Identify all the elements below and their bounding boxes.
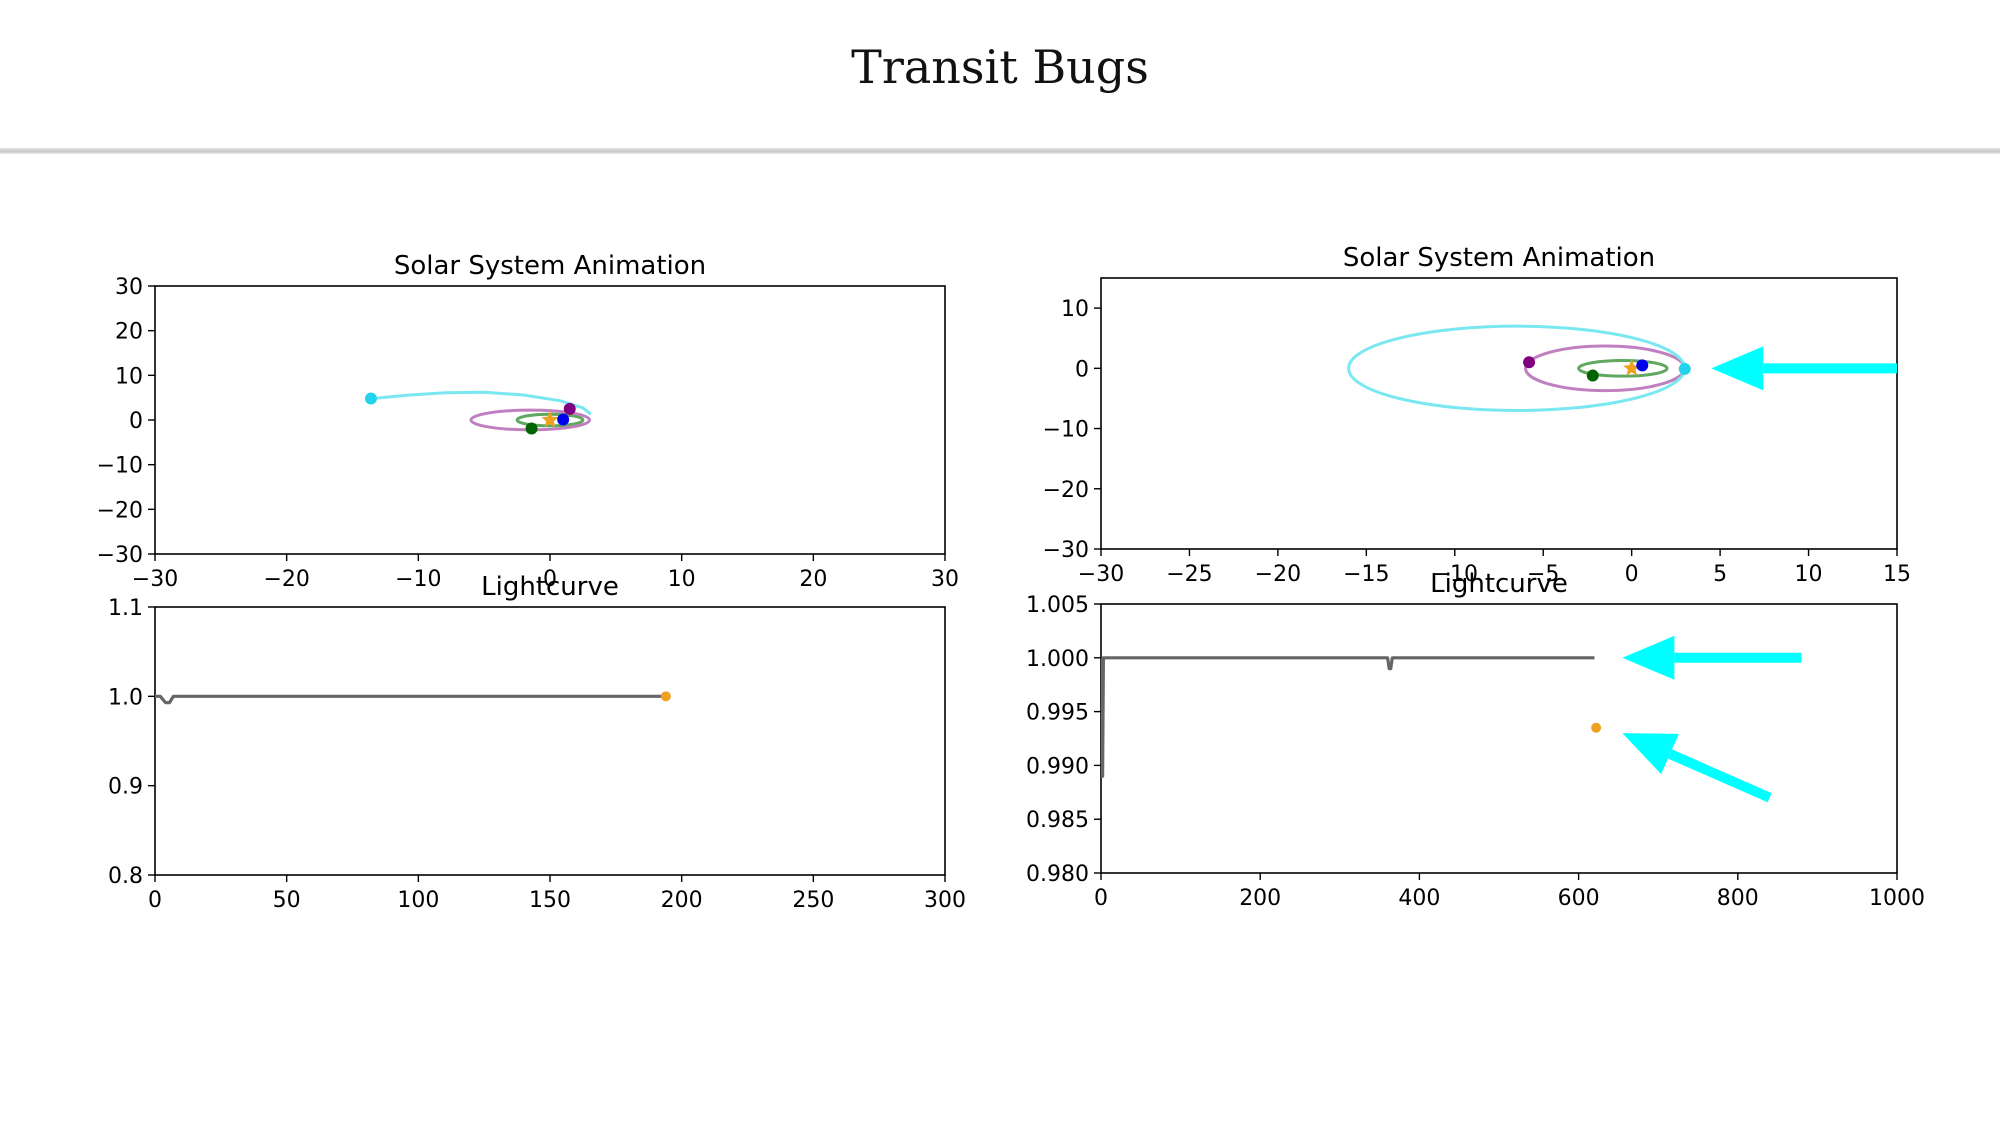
x-tick-label: 10 (668, 567, 696, 592)
chart-panel-1: Solar System Animation −30 −20 −10 0 10 20 30 −3… (97, 251, 959, 592)
y-tick-label: 0 (1075, 357, 1089, 382)
planet-purple-marker (563, 402, 576, 415)
y-tick-label: 10 (115, 364, 143, 389)
x-tick-label: 10 (1795, 562, 1823, 587)
x-tick-label: −20 (1255, 562, 1301, 587)
x-tick-label: 0 (543, 567, 557, 592)
plot-area (1101, 656, 1595, 778)
x-tick-label: 100 (397, 888, 439, 913)
x-tick-label: 250 (792, 888, 834, 913)
x-tick-label: 200 (1239, 886, 1281, 911)
x-tick-label: −15 (1343, 562, 1389, 587)
x-tick-label: −30 (1078, 562, 1124, 587)
y-tick-label: −30 (1043, 538, 1089, 563)
axes-frame (1100, 603, 1898, 874)
star-marker (1623, 359, 1641, 376)
x-tick-label: 300 (924, 888, 966, 913)
annotation-arrow-head (1711, 346, 1764, 391)
x-tick-label: 5 (1713, 562, 1727, 587)
current-point-marker (660, 691, 671, 702)
chart-title: Lightcurve (481, 572, 619, 602)
x-tick-label: 50 (273, 888, 301, 913)
y-tick-label: 10 (1061, 297, 1089, 322)
y-tick-label: 1.000 (1026, 647, 1089, 672)
x-tick-label: 0 (148, 888, 162, 913)
chart-title: Solar System Animation (394, 251, 706, 281)
y-tick-label: 0 (129, 409, 143, 434)
planet-green-marker (525, 422, 538, 435)
y-tick-label: 1.005 (1026, 593, 1089, 618)
x-tick-label: −25 (1166, 562, 1212, 587)
x-tick-label: −30 (132, 567, 178, 592)
x-tick-label: 0 (1094, 886, 1108, 911)
chart-panel-3: Solar System Animation −30 −25 −20 −15 −10 −5 0… (1043, 243, 1911, 587)
y-tick-label: −20 (1043, 478, 1089, 503)
x-tick-label: −20 (263, 567, 309, 592)
chart-title: Lightcurve (1430, 569, 1568, 599)
orbit-path (1577, 359, 1669, 378)
y-tick-label: 0.8 (108, 864, 143, 889)
x-tick-label: −5 (1527, 562, 1559, 587)
plot-area (364, 390, 592, 435)
plot-area (155, 694, 666, 705)
x-tick-label: −10 (1432, 562, 1478, 587)
chart-panel-4: Lightcurve 0 200 400 600 800 1000 0.980 0.985 0.9… (1026, 569, 1925, 911)
y-tick-label: 0.985 (1026, 808, 1089, 833)
x-tick-label: 150 (529, 888, 571, 913)
page-title: Transit Bugs (851, 40, 1149, 94)
x-tick-label: 15 (1883, 562, 1911, 587)
annotation-arrow-head (1622, 635, 1675, 680)
plot-area (1347, 324, 1691, 412)
orbit-path (1524, 344, 1687, 393)
x-tick-label: 600 (1558, 886, 1600, 911)
planet-cyan-marker (364, 392, 377, 405)
planet-blue-marker (1636, 359, 1649, 372)
planet-green-marker (1586, 369, 1599, 382)
star-marker (541, 411, 559, 428)
lightcurve-line (1101, 656, 1595, 778)
x-tick-label: 0 (1625, 562, 1639, 587)
x-tick-label: −10 (395, 567, 441, 592)
title-divider (0, 148, 2000, 154)
annotation-arrow-shaft (1667, 749, 1772, 803)
y-tick-label: −10 (97, 454, 143, 479)
y-tick-label: 0.980 (1026, 862, 1089, 887)
current-point-marker (1591, 722, 1602, 733)
y-tick-label: 1.1 (108, 596, 143, 621)
planet-blue-marker (557, 413, 570, 426)
x-tick-label: 20 (799, 567, 827, 592)
y-tick-label: 30 (115, 275, 143, 300)
planet-purple-marker (1523, 356, 1536, 369)
axes-frame (1100, 277, 1898, 550)
y-tick-label: 1.0 (108, 685, 143, 710)
orbit-trail (372, 390, 592, 416)
y-tick-label: −20 (97, 498, 143, 523)
lightcurve-line (155, 694, 666, 705)
y-tick-label: −30 (97, 543, 143, 568)
x-tick-label: 400 (1398, 886, 1440, 911)
chart-title: Solar System Animation (1343, 243, 1655, 273)
x-tick-label: 200 (661, 888, 703, 913)
y-tick-label: 0.995 (1026, 701, 1089, 726)
x-tick-label: 1000 (1869, 886, 1925, 911)
x-tick-label: 800 (1717, 886, 1759, 911)
planet-cyan-marker (1678, 362, 1691, 375)
x-tick-label: 30 (931, 567, 959, 592)
y-tick-label: −10 (1043, 418, 1089, 443)
y-tick-label: 0.990 (1026, 754, 1089, 779)
chart-panel-2: Lightcurve 0 50 100 150 200 250 300 0.8 0.9 1.0 1.1 (108, 572, 966, 913)
y-tick-label: 0.9 (108, 775, 143, 800)
y-tick-label: 20 (115, 320, 143, 345)
annotation-arrow-head (1622, 733, 1679, 775)
axes-frame (154, 606, 946, 876)
